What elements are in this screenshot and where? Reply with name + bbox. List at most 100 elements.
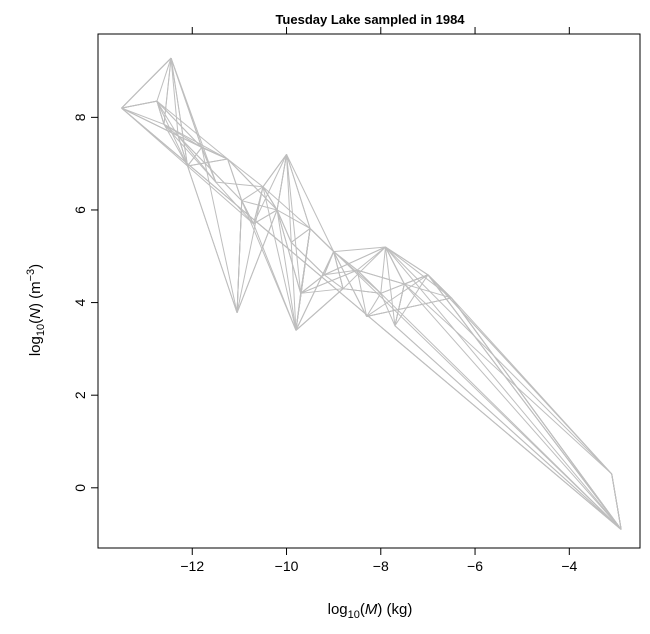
food-web-link bbox=[427, 274, 622, 530]
food-web-link bbox=[187, 165, 238, 313]
food-web-link bbox=[253, 154, 287, 225]
food-web-link bbox=[121, 107, 622, 530]
x-axis-label: log10(M) (kg) bbox=[328, 601, 413, 621]
food-web-link bbox=[241, 200, 278, 211]
plot-frame bbox=[97, 33, 641, 549]
food-web-link bbox=[236, 200, 243, 313]
food-web-link bbox=[451, 297, 622, 530]
food-web-link bbox=[156, 100, 203, 148]
food-web-link bbox=[121, 100, 158, 109]
food-web-link bbox=[451, 297, 613, 475]
food-web-link bbox=[163, 124, 188, 167]
food-web-link bbox=[366, 274, 429, 317]
food-web-link bbox=[342, 246, 386, 290]
food-web-link bbox=[286, 154, 302, 294]
food-web-link bbox=[286, 154, 311, 229]
food-web-link bbox=[177, 135, 228, 160]
food-web-link bbox=[121, 107, 179, 137]
food-web-link bbox=[385, 246, 613, 475]
food-web-link bbox=[385, 246, 405, 285]
food-web-link bbox=[300, 269, 358, 294]
food-web-link bbox=[309, 228, 622, 530]
food-web-link bbox=[163, 58, 172, 125]
food-web-link bbox=[384, 246, 396, 326]
food-web-link bbox=[356, 246, 386, 271]
food-web-link bbox=[356, 270, 368, 317]
food-web-link bbox=[241, 200, 297, 331]
food-web-link bbox=[156, 57, 172, 102]
food-web-link bbox=[227, 158, 264, 188]
food-web-link bbox=[241, 186, 264, 202]
y-tick-label: 8 bbox=[72, 113, 88, 121]
food-web-link bbox=[201, 147, 238, 313]
food-web-link bbox=[262, 186, 278, 211]
x-tick-label: −4 bbox=[561, 558, 577, 574]
food-web-link bbox=[300, 274, 325, 294]
food-web-link bbox=[324, 269, 358, 276]
food-web-link bbox=[290, 242, 325, 276]
food-web-link bbox=[236, 186, 264, 313]
x-tick-label: −6 bbox=[467, 558, 483, 574]
food-web-link bbox=[276, 154, 288, 211]
food-web-link bbox=[177, 135, 217, 183]
food-web-link bbox=[333, 251, 344, 289]
food-web-link bbox=[262, 154, 287, 188]
food-web-link bbox=[295, 251, 335, 331]
food-web-link bbox=[394, 283, 405, 326]
food-web-link bbox=[276, 209, 302, 294]
food-web-link bbox=[156, 100, 228, 160]
food-web-link bbox=[262, 186, 311, 229]
y-axis-label: log10(N) (m−3) bbox=[25, 264, 47, 356]
food-web-link bbox=[394, 274, 429, 327]
food-web-link bbox=[276, 209, 297, 331]
food-web-link bbox=[385, 246, 622, 530]
y-tick-label: 6 bbox=[72, 206, 88, 214]
food-web-link bbox=[295, 228, 311, 331]
food-web-link bbox=[611, 473, 622, 530]
food-web-link bbox=[262, 186, 297, 331]
food-web-link bbox=[276, 209, 292, 243]
food-web-link bbox=[227, 158, 243, 201]
food-web-link bbox=[394, 325, 622, 530]
y-tick-label: 0 bbox=[72, 484, 88, 492]
x-tick-label: −12 bbox=[180, 558, 204, 574]
food-web-link bbox=[156, 100, 179, 137]
y-tick-label: 4 bbox=[72, 298, 88, 306]
x-tick-label: −10 bbox=[275, 558, 299, 574]
x-tick-label: −8 bbox=[373, 558, 389, 574]
axes: −12 −10 −8 −6 −4 0 2 4 6 8 bbox=[72, 27, 577, 574]
food-web-link bbox=[236, 209, 278, 313]
food-web-link bbox=[177, 135, 243, 202]
food-web-link bbox=[253, 209, 278, 225]
food-web-link bbox=[323, 274, 344, 290]
food-web-link bbox=[156, 100, 165, 125]
food-web-link bbox=[333, 246, 386, 253]
food-web-lines bbox=[121, 57, 622, 530]
food-web-link bbox=[177, 135, 189, 167]
food-web-link bbox=[187, 158, 228, 167]
food-web-link bbox=[404, 283, 613, 475]
food-web-link bbox=[121, 107, 165, 125]
food-web-link bbox=[286, 154, 335, 252]
food-web-link bbox=[170, 58, 189, 167]
food-web-link bbox=[170, 58, 179, 136]
food-web-link bbox=[324, 246, 386, 276]
food-web-link bbox=[385, 246, 429, 276]
food-web-link bbox=[333, 251, 368, 317]
food-web-link bbox=[170, 57, 217, 183]
food-web-link bbox=[121, 57, 172, 109]
food-web-link bbox=[215, 181, 264, 188]
y-tick-label: 2 bbox=[72, 391, 88, 399]
food-web-link bbox=[366, 297, 452, 317]
food-web-link bbox=[357, 269, 405, 285]
chart-title: Tuesday Lake sampled in 1984 bbox=[275, 12, 465, 27]
food-web-link bbox=[290, 228, 311, 243]
food-web-link bbox=[403, 283, 622, 530]
food-web-link bbox=[366, 293, 382, 317]
food-web-link bbox=[380, 246, 386, 294]
food-web-link bbox=[385, 246, 452, 299]
food-web-link bbox=[227, 158, 278, 211]
food-web-link bbox=[187, 165, 254, 225]
